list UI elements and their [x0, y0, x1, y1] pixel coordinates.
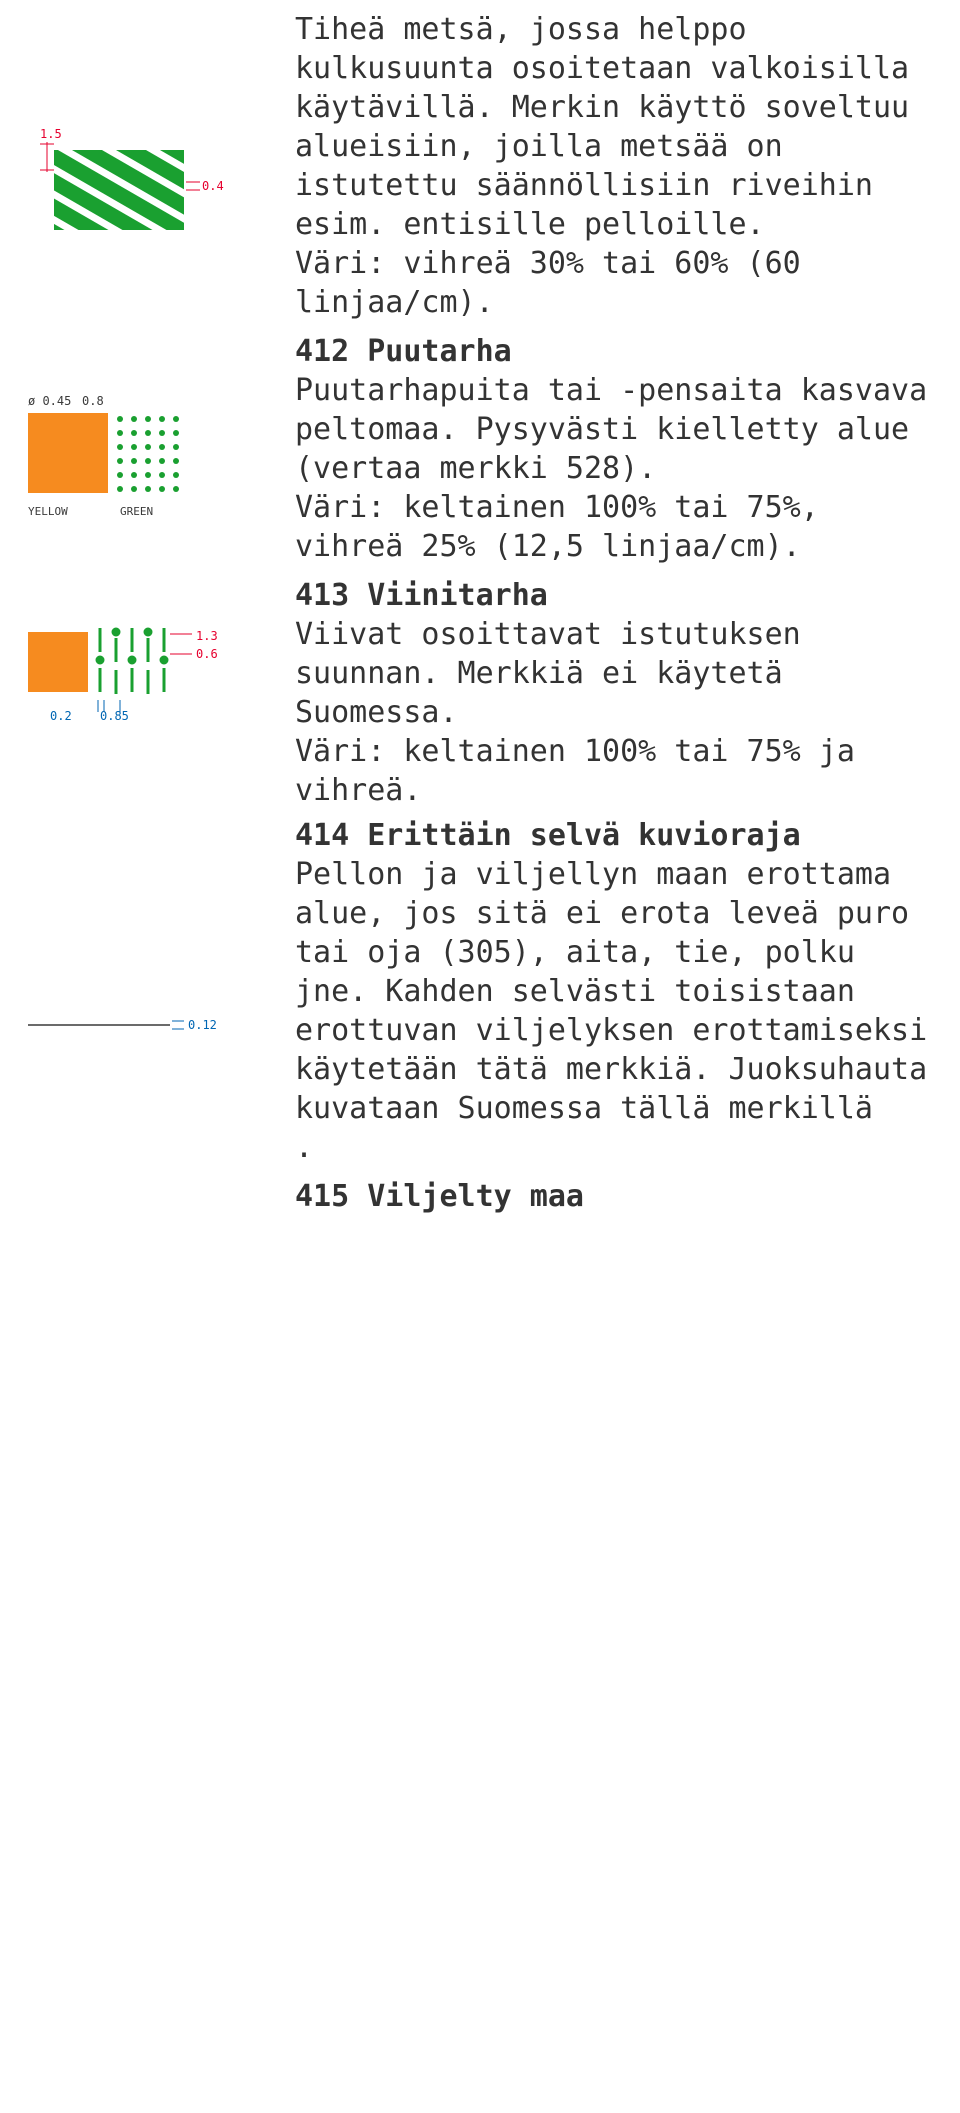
label-412-yellow: YELLOW	[28, 505, 68, 518]
body-412: Puutarhapuita tai -pensaita kasvava pelt…	[295, 371, 940, 566]
label-412-green: GREEN	[120, 505, 153, 518]
body-411: Tiheä metsä, jossa helppo kulkusuunta os…	[295, 10, 940, 322]
dim-411-right: 0.4	[202, 179, 224, 193]
dim-413-d: 0.85	[100, 709, 129, 723]
dim-413-b: 0.6	[196, 647, 218, 661]
dim-411-top: 1.5	[40, 127, 62, 141]
dim-412-a: ø 0.45	[28, 394, 71, 408]
heading-414: 414 Erittäin selvä kuvioraja	[20, 816, 940, 855]
dim-412-b: 0.8	[82, 394, 104, 408]
entry-415: 415 Viljelty maa	[20, 1173, 940, 1216]
symbol-413: 1.3 0.6 0.2 0.85	[20, 572, 250, 742]
symbol-414: 0.12	[20, 855, 250, 1045]
dim-413-a: 1.3	[196, 629, 218, 643]
heading-413: 413 Viinitarha	[295, 576, 940, 615]
dim-413-c: 0.2	[50, 709, 72, 723]
entry-412: ø 0.45 0.8 YELLOW GREEN 412 Puutarha Puu…	[20, 328, 940, 566]
dim-414: 0.12	[188, 1018, 217, 1032]
entry-413: 1.3 0.6 0.2 0.85 413 Viinitarha Viivat o…	[20, 572, 940, 810]
entry-414: 414 Erittäin selvä kuvioraja 0.12 Pellon…	[20, 816, 940, 1167]
body-414: Pellon ja viljellyn maan erottama alue, …	[295, 855, 940, 1167]
entry-411: 1.5 0.4 Tiheä metsä, jossa helppo kulkus…	[20, 10, 940, 322]
heading-412: 412 Puutarha	[295, 332, 940, 371]
body-413: Viivat osoittavat istutuksen suunnan. Me…	[295, 615, 940, 810]
symbol-412: ø 0.45 0.8 YELLOW GREEN	[20, 328, 250, 533]
symbol-411: 1.5 0.4	[20, 10, 250, 250]
heading-415: 415 Viljelty maa	[295, 1177, 940, 1216]
